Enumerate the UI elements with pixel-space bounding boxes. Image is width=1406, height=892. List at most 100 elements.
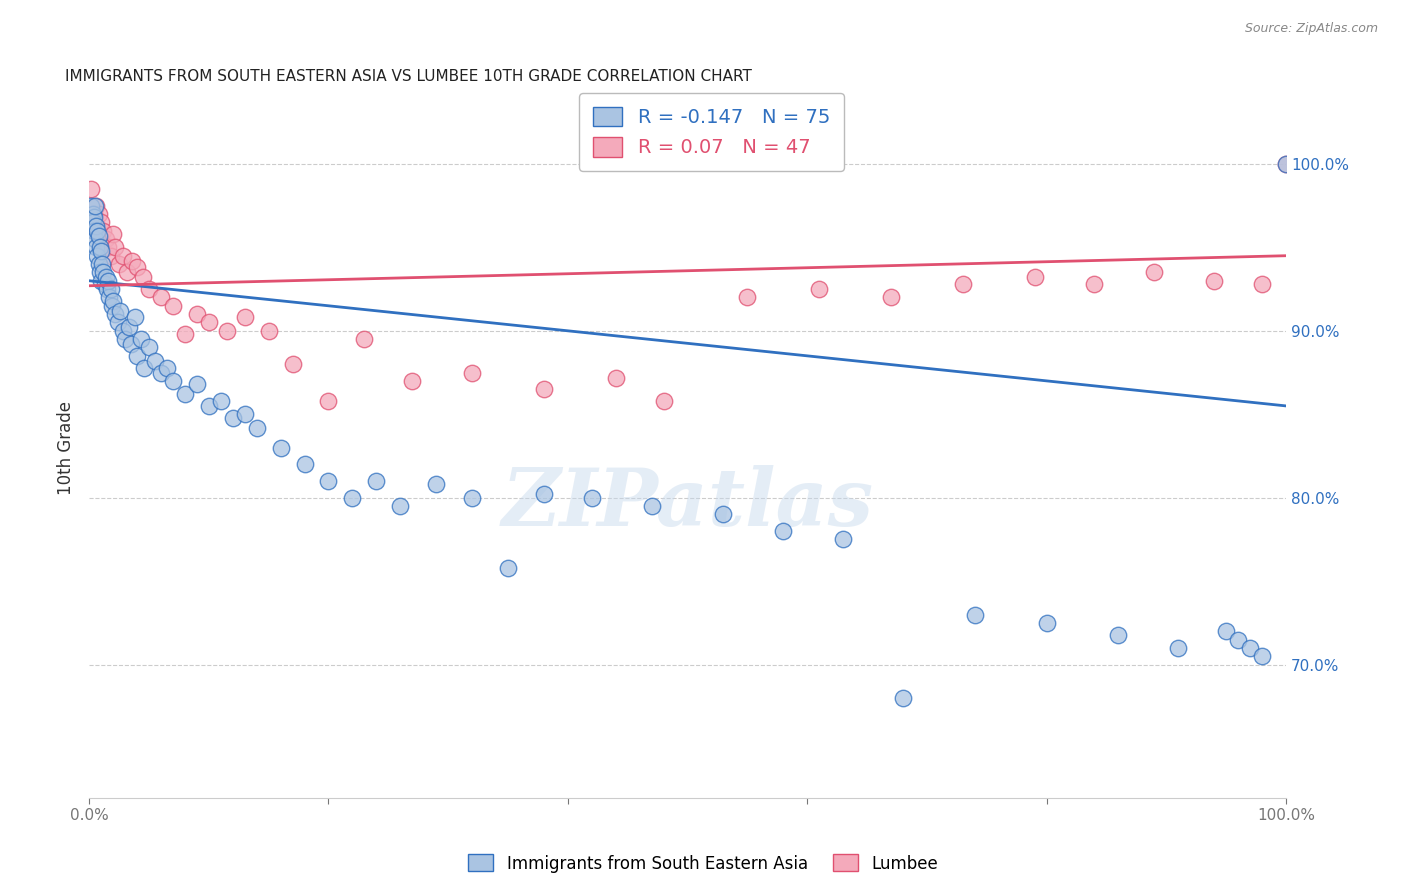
Point [1204,274,1226,288]
Text: ZIPatlas: ZIPatlas [502,465,873,542]
Point [98,290,121,304]
Point [832,533,855,547]
Point [461,491,484,505]
Point [100,282,122,296]
Point [125,349,148,363]
Point [94,232,117,246]
Point [963,607,986,622]
Point [120,337,142,351]
Point [100,249,122,263]
Point [1275,157,1298,171]
Point [294,458,316,472]
Point [108,303,131,318]
Point [891,690,914,705]
Point [1251,277,1274,291]
Point [162,374,184,388]
Point [533,382,555,396]
Point [281,357,304,371]
Point [186,377,208,392]
Point [96,282,118,296]
Point [108,257,131,271]
Point [114,332,136,346]
Point [121,253,143,268]
Point [197,399,219,413]
Point [1215,624,1237,639]
Point [84,240,107,254]
Point [111,324,134,338]
Point [117,265,139,279]
Point [89,240,111,254]
Point [138,341,160,355]
Point [808,282,831,296]
Point [342,491,364,505]
Point [87,228,110,243]
Y-axis label: 10th Grade: 10th Grade [58,401,75,495]
Point [640,499,662,513]
Point [233,407,256,421]
Point [186,307,208,321]
Point [93,265,115,279]
Point [197,316,219,330]
Point [89,232,111,246]
Point [89,265,111,279]
Point [124,310,146,325]
Point [94,270,117,285]
Point [1239,640,1261,655]
Point [605,370,627,384]
Point [101,227,124,241]
Point [138,282,160,296]
Point [83,224,105,238]
Point [389,499,412,513]
Point [257,324,280,338]
Point [90,274,112,288]
Point [1251,649,1274,664]
Point [713,508,735,522]
Point [1107,627,1129,641]
Point [86,224,108,238]
Point [952,277,974,291]
Point [91,257,114,271]
Point [215,324,238,338]
Point [1275,157,1298,171]
Point [80,199,103,213]
Point [84,215,107,229]
Point [270,441,292,455]
Point [87,207,110,221]
Point [496,561,519,575]
Point [104,240,127,254]
Legend: R = -0.147   N = 75, R = 0.07   N = 47: R = -0.147 N = 75, R = 0.07 N = 47 [579,93,844,171]
Point [149,366,172,380]
Point [101,299,124,313]
Point [173,387,195,401]
Point [80,182,103,196]
Point [93,224,115,238]
Point [82,207,104,221]
Point [1024,270,1046,285]
Point [84,232,107,246]
Point [366,474,388,488]
Point [401,374,423,388]
Point [533,487,555,501]
Point [425,477,447,491]
Point [318,393,340,408]
Point [86,224,108,238]
Point [86,249,108,263]
Point [93,277,115,291]
Point [97,274,120,288]
Point [84,199,107,213]
Point [246,420,269,434]
Point [222,410,245,425]
Point [90,215,112,229]
Point [83,207,105,221]
Point [353,332,375,346]
Point [1143,265,1166,279]
Point [156,360,179,375]
Point [90,244,112,258]
Point [772,524,794,538]
Point [84,219,107,233]
Text: IMMIGRANTS FROM SOUTH EASTERN ASIA VS LUMBEE 10TH GRADE CORRELATION CHART: IMMIGRANTS FROM SOUTH EASTERN ASIA VS LU… [65,69,752,84]
Point [117,320,139,334]
Legend: Immigrants from South Eastern Asia, Lumbee: Immigrants from South Eastern Asia, Lumb… [461,847,945,880]
Point [880,290,903,304]
Point [84,199,107,213]
